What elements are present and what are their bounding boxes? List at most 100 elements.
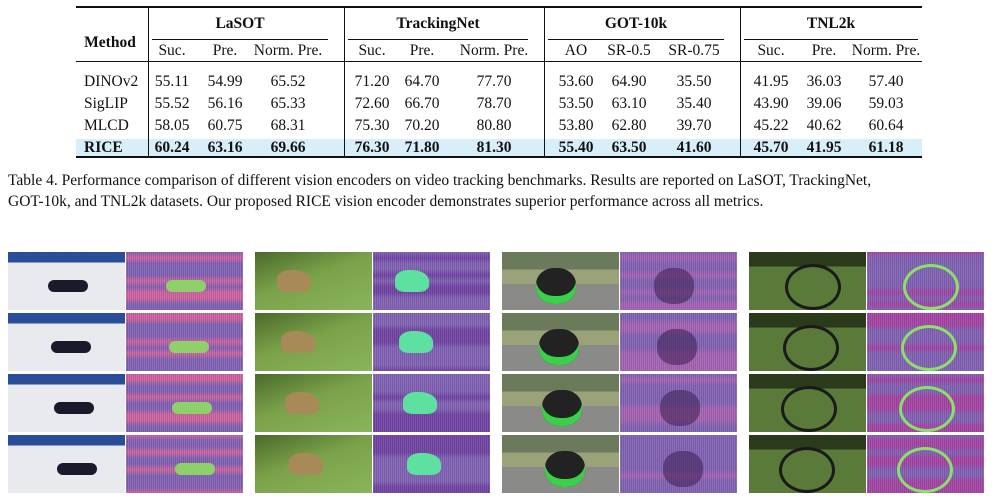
metric-value: 68.31: [270, 117, 306, 134]
feature-map: [620, 435, 737, 493]
bicycle-shape: [779, 447, 835, 493]
metric-value: 77.70: [476, 73, 512, 90]
video-frame: [749, 252, 866, 310]
method-name: SigLIP: [84, 95, 128, 112]
motorcycle-shape: [545, 451, 585, 487]
panel-speed-skaters: [8, 252, 243, 493]
deer-shape: [289, 453, 323, 475]
video-frame: [749, 313, 866, 371]
video-frame: [749, 374, 866, 432]
column-separator: [544, 8, 545, 156]
motorcycle-shape: [542, 390, 582, 426]
panel-bicycle-riders: [749, 252, 984, 493]
method-name: RICE: [84, 139, 123, 156]
frame-background: [255, 252, 372, 310]
column-separator: [148, 8, 149, 156]
bicycle-shape: [781, 386, 837, 432]
feature-map: [620, 313, 737, 371]
deer-shape: [285, 392, 319, 414]
metric-value: 71.80: [404, 139, 440, 156]
motorcycle-shape: [536, 268, 576, 304]
metric-value: 71.20: [354, 73, 390, 90]
video-frame: [8, 374, 125, 432]
video-frame: [502, 252, 619, 310]
metric-value: 55.52: [154, 95, 190, 112]
caption-line-2: GOT-10k, and TNL2k datasets. Our propose…: [8, 193, 764, 210]
column-header: SR-0.5: [607, 42, 651, 59]
metric-value: 64.70: [404, 73, 440, 90]
metric-value: 75.30: [354, 117, 390, 134]
method-name: DINOv2: [84, 73, 139, 90]
video-frame: [502, 374, 619, 432]
group-underline: [548, 39, 724, 40]
deer-shape: [395, 270, 429, 292]
metric-value: 41.95: [753, 73, 789, 90]
metric-value: 70.20: [404, 117, 440, 134]
motorcycle-shape: [663, 451, 703, 487]
metric-value: 53.80: [558, 117, 594, 134]
method-name: MLCD: [84, 117, 129, 134]
metric-value: 66.70: [404, 95, 440, 112]
motorcycle-shape: [657, 329, 697, 365]
skater-shape: [51, 341, 91, 353]
table-caption: Table 4. Performance comparison of diffe…: [8, 170, 998, 212]
feature-map: [867, 252, 984, 310]
table-header-rule: [76, 61, 922, 62]
feature-map: [620, 252, 737, 310]
video-frame: [255, 252, 372, 310]
method-header: Method: [84, 34, 136, 51]
caption-line-1: Table 4. Performance comparison of diffe…: [8, 172, 872, 189]
motorcycle-shape: [654, 268, 694, 304]
metric-value: 39.06: [806, 95, 842, 112]
rice-row-highlight: [76, 139, 922, 156]
column-header: Norm. Pre.: [459, 42, 529, 59]
metric-value: 54.99: [207, 73, 243, 90]
skater-shape: [175, 463, 215, 475]
metric-value: 40.62: [806, 117, 842, 134]
metric-value: 39.70: [676, 117, 712, 134]
feature-map: [126, 252, 243, 310]
video-frame: [749, 435, 866, 493]
feature-map: [867, 313, 984, 371]
bicycle-shape: [785, 264, 841, 310]
bicycle-shape: [783, 325, 839, 371]
skater-shape: [48, 280, 88, 292]
column-header: Suc.: [757, 42, 785, 59]
metric-value: 65.52: [270, 73, 306, 90]
video-frame: [255, 313, 372, 371]
skater-shape: [166, 280, 206, 292]
feature-map: [867, 374, 984, 432]
video-frame: [255, 435, 372, 493]
deer-shape: [281, 331, 315, 353]
metric-value: 35.40: [676, 95, 712, 112]
column-header: Pre.: [212, 42, 238, 59]
metric-value: 58.05: [154, 117, 190, 134]
column-separator: [740, 8, 741, 156]
metric-value: 41.60: [676, 139, 712, 156]
group-header: TrackingNet: [396, 15, 480, 32]
metric-value: 81.30: [476, 139, 512, 156]
metric-value: 55.11: [154, 73, 190, 90]
metric-value: 63.10: [611, 95, 647, 112]
bicycle-shape: [901, 325, 957, 371]
column-separator: [344, 8, 345, 156]
bicycle-shape: [903, 264, 959, 310]
skater-shape: [172, 402, 212, 414]
column-header: Norm. Pre.: [851, 42, 921, 59]
metric-value: 64.90: [611, 73, 647, 90]
column-header: Pre.: [409, 42, 435, 59]
group-underline: [152, 39, 328, 40]
metric-value: 61.18: [868, 139, 904, 156]
metric-value: 69.66: [270, 139, 306, 156]
bicycle-shape: [897, 447, 953, 493]
column-header: Suc.: [158, 42, 186, 59]
feature-map: [620, 374, 737, 432]
skater-shape: [54, 402, 94, 414]
metric-value: 65.33: [270, 95, 306, 112]
metric-value: 56.16: [207, 95, 243, 112]
table-bottom-rule: [76, 156, 922, 158]
feature-map: [126, 435, 243, 493]
metric-value: 36.03: [806, 73, 842, 90]
video-frame: [502, 435, 619, 493]
video-frame: [8, 313, 125, 371]
